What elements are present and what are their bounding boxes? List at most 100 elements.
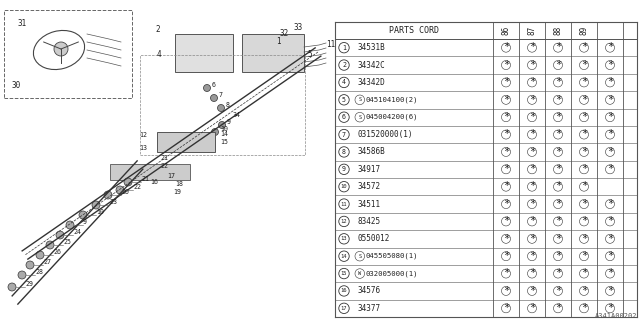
Text: *: * — [555, 129, 561, 139]
Text: 14: 14 — [220, 131, 228, 137]
Text: 5: 5 — [307, 50, 312, 59]
Text: 34586B: 34586B — [357, 148, 385, 156]
Text: 9: 9 — [342, 166, 346, 172]
Text: *: * — [607, 42, 613, 52]
Text: 045104100(2): 045104100(2) — [365, 97, 418, 103]
Text: 83425: 83425 — [357, 217, 380, 226]
Text: 032005000(1): 032005000(1) — [365, 270, 418, 277]
Text: 1: 1 — [342, 45, 346, 51]
Bar — [4, 10, 132, 98]
Circle shape — [26, 261, 34, 269]
Text: *: * — [581, 286, 587, 296]
Text: *: * — [555, 268, 561, 278]
Text: *: * — [503, 199, 509, 209]
Text: 045004200(6): 045004200(6) — [365, 114, 418, 120]
Text: *: * — [607, 60, 613, 70]
Text: *: * — [555, 251, 561, 261]
Text: *: * — [555, 94, 561, 105]
Circle shape — [92, 201, 100, 209]
Circle shape — [79, 211, 87, 219]
Text: 21: 21 — [141, 176, 149, 182]
Text: 12: 12 — [139, 132, 147, 138]
Text: 15: 15 — [220, 139, 228, 145]
Text: 20: 20 — [121, 189, 129, 195]
Text: *: * — [607, 251, 613, 261]
Text: 25: 25 — [63, 239, 71, 245]
Circle shape — [56, 231, 64, 239]
Circle shape — [339, 234, 349, 244]
Text: *: * — [581, 42, 587, 52]
Text: *: * — [581, 112, 587, 122]
Text: *: * — [503, 216, 509, 226]
Circle shape — [339, 112, 349, 122]
Text: *: * — [581, 164, 587, 174]
Text: 8: 8 — [226, 102, 230, 108]
Text: 045505080(1): 045505080(1) — [365, 253, 418, 260]
Text: *: * — [555, 234, 561, 244]
Text: *: * — [503, 77, 509, 87]
Text: 18: 18 — [175, 181, 183, 187]
Text: *: * — [607, 286, 613, 296]
Text: *: * — [529, 181, 535, 191]
Text: *: * — [555, 286, 561, 296]
Bar — [157, 132, 215, 152]
Text: *: * — [581, 94, 587, 105]
Text: 11: 11 — [326, 40, 335, 49]
Text: 22: 22 — [133, 184, 141, 190]
Circle shape — [8, 283, 16, 291]
Text: *: * — [555, 181, 561, 191]
Circle shape — [339, 77, 349, 88]
Text: 34572: 34572 — [357, 182, 380, 191]
Text: *: * — [503, 164, 509, 174]
Circle shape — [211, 129, 218, 135]
Text: 30: 30 — [12, 81, 21, 90]
Text: *: * — [503, 147, 509, 156]
Text: 031520000(1): 031520000(1) — [357, 130, 413, 139]
Text: 26: 26 — [53, 249, 61, 255]
Text: 23: 23 — [109, 199, 117, 205]
Circle shape — [339, 286, 349, 296]
Text: 33: 33 — [294, 23, 303, 32]
Text: *: * — [555, 199, 561, 209]
Circle shape — [339, 216, 349, 227]
Text: *: * — [581, 268, 587, 278]
Text: S: S — [358, 115, 362, 120]
Circle shape — [54, 42, 68, 56]
Text: 4: 4 — [157, 50, 162, 59]
Text: *: * — [529, 60, 535, 70]
Circle shape — [218, 122, 225, 129]
Text: *: * — [529, 216, 535, 226]
Circle shape — [218, 105, 225, 111]
Text: *: * — [503, 94, 509, 105]
Text: 29: 29 — [25, 281, 33, 287]
Text: *: * — [503, 303, 509, 313]
Text: *: * — [529, 94, 535, 105]
Text: 34576: 34576 — [357, 286, 380, 295]
Text: 8: 8 — [342, 149, 346, 155]
Text: *: * — [503, 112, 509, 122]
Text: *: * — [607, 216, 613, 226]
Circle shape — [204, 84, 211, 92]
Circle shape — [124, 178, 132, 186]
Text: *: * — [555, 303, 561, 313]
Circle shape — [339, 60, 349, 70]
Text: 7: 7 — [219, 92, 223, 98]
Text: *: * — [503, 234, 509, 244]
Text: *: * — [607, 303, 613, 313]
Text: *: * — [581, 234, 587, 244]
Text: *: * — [529, 251, 535, 261]
Text: *: * — [607, 94, 613, 105]
Text: *: * — [581, 199, 587, 209]
Text: 31: 31 — [18, 19, 28, 28]
Text: 28: 28 — [35, 269, 43, 275]
Text: *: * — [503, 129, 509, 139]
Text: 89: 89 — [579, 26, 589, 35]
Text: 2: 2 — [155, 25, 159, 34]
Circle shape — [211, 94, 218, 101]
Text: *: * — [581, 251, 587, 261]
Text: 87: 87 — [527, 26, 536, 35]
Text: *: * — [607, 129, 613, 139]
Text: 34: 34 — [233, 112, 241, 118]
Text: 19: 19 — [173, 189, 181, 195]
Text: 4: 4 — [342, 79, 346, 85]
